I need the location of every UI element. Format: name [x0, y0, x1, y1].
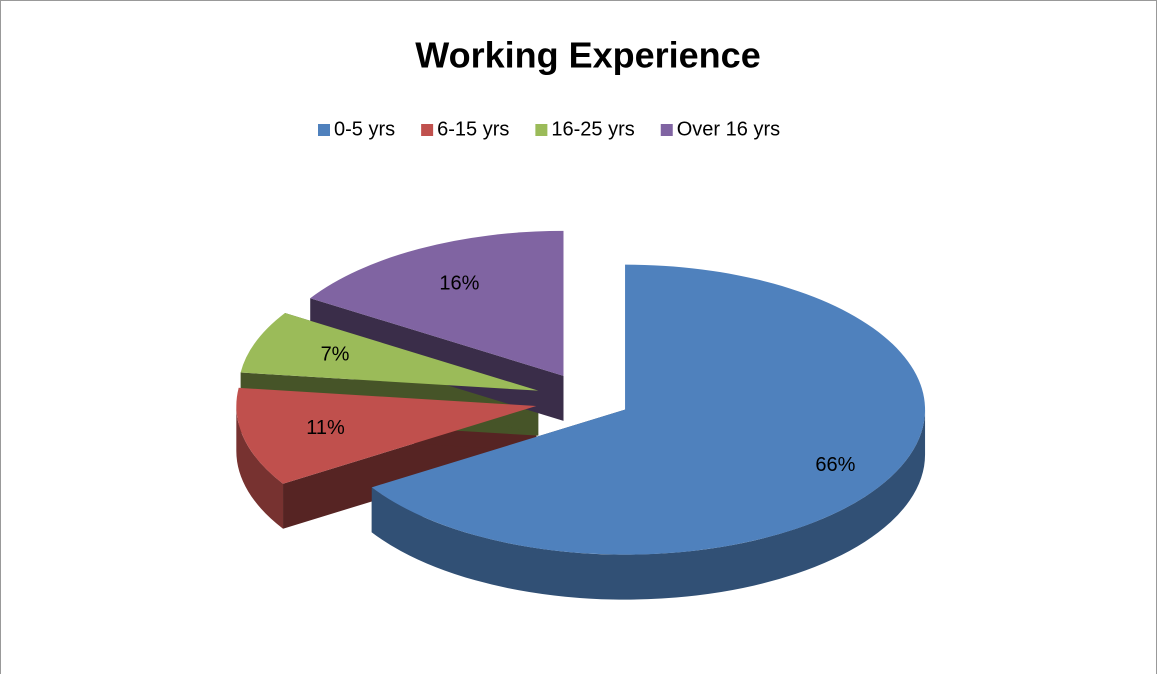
slice [371, 264, 926, 555]
slice-side [371, 409, 926, 600]
legend-label: Over 16 yrs [677, 118, 780, 140]
legend-label: 16-25 yrs [551, 118, 634, 140]
legend-swatch [535, 124, 548, 136]
legend-swatch [660, 124, 673, 136]
legend-swatch [318, 124, 330, 136]
data-label: 11% [306, 417, 345, 439]
legend-swatch [421, 124, 434, 136]
data-label: 66% [815, 454, 855, 476]
slice-cut [310, 298, 564, 421]
slice-sides [236, 405, 926, 600]
slice-side [236, 405, 284, 529]
slice [236, 387, 537, 484]
slice [310, 230, 564, 376]
legend-label: 0-5 yrs [334, 118, 395, 140]
data-label: 16% [439, 273, 479, 295]
legend: 0-5 yrs 6-15 yrs 16-25 yrs Over 16 yrs [318, 118, 780, 140]
data-label: 7% [321, 344, 350, 366]
slice-tops [236, 230, 926, 555]
chart-title: Working Experience [415, 35, 760, 76]
slice [240, 312, 539, 391]
legend-label: 6-15 yrs [437, 118, 509, 140]
